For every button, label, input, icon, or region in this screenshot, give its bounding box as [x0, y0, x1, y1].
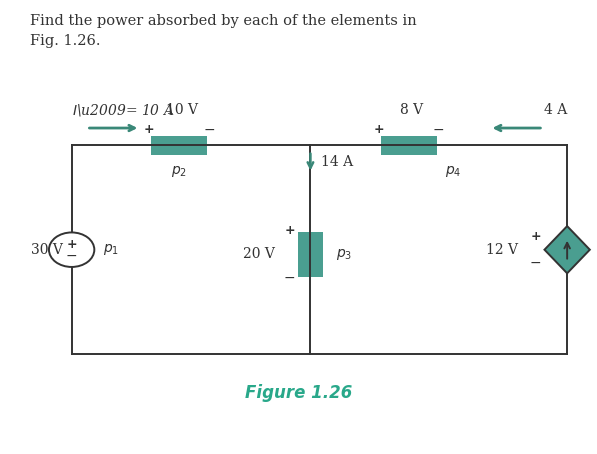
Text: 12 V: 12 V — [485, 243, 518, 257]
Text: $p_1$: $p_1$ — [103, 242, 119, 257]
Text: 20 V: 20 V — [243, 247, 275, 261]
Text: Fig. 1.26.: Fig. 1.26. — [30, 34, 100, 48]
Text: +: + — [531, 231, 541, 243]
Text: −: − — [66, 249, 78, 262]
FancyBboxPatch shape — [150, 136, 208, 155]
Text: −: − — [530, 257, 541, 270]
Text: $p_5$: $p_5$ — [596, 229, 597, 245]
Text: 0.4$I$: 0.4$I$ — [596, 255, 597, 270]
Text: $p_2$: $p_2$ — [171, 164, 187, 179]
Text: −: − — [203, 123, 215, 136]
Text: Figure 1.26: Figure 1.26 — [245, 384, 352, 402]
Polygon shape — [544, 226, 590, 273]
Text: 10 V: 10 V — [166, 103, 198, 117]
Text: $p_4$: $p_4$ — [445, 164, 461, 179]
Text: 8 V: 8 V — [401, 103, 423, 117]
FancyBboxPatch shape — [298, 232, 323, 277]
Text: −: − — [433, 123, 445, 136]
Text: +: + — [144, 123, 155, 136]
Text: +: + — [66, 238, 77, 251]
Text: Find the power absorbed by each of the elements in: Find the power absorbed by each of the e… — [30, 14, 417, 28]
Text: $p_3$: $p_3$ — [336, 247, 352, 262]
Text: +: + — [284, 224, 295, 237]
Text: 14 A: 14 A — [321, 155, 353, 169]
Text: 4 A: 4 A — [544, 103, 567, 117]
Text: $I$\u2009= 10 A: $I$\u2009= 10 A — [72, 102, 174, 118]
Text: 30 V: 30 V — [31, 243, 63, 257]
Circle shape — [49, 232, 94, 267]
Text: −: − — [284, 271, 296, 285]
FancyBboxPatch shape — [381, 136, 437, 155]
Text: +: + — [374, 123, 384, 136]
